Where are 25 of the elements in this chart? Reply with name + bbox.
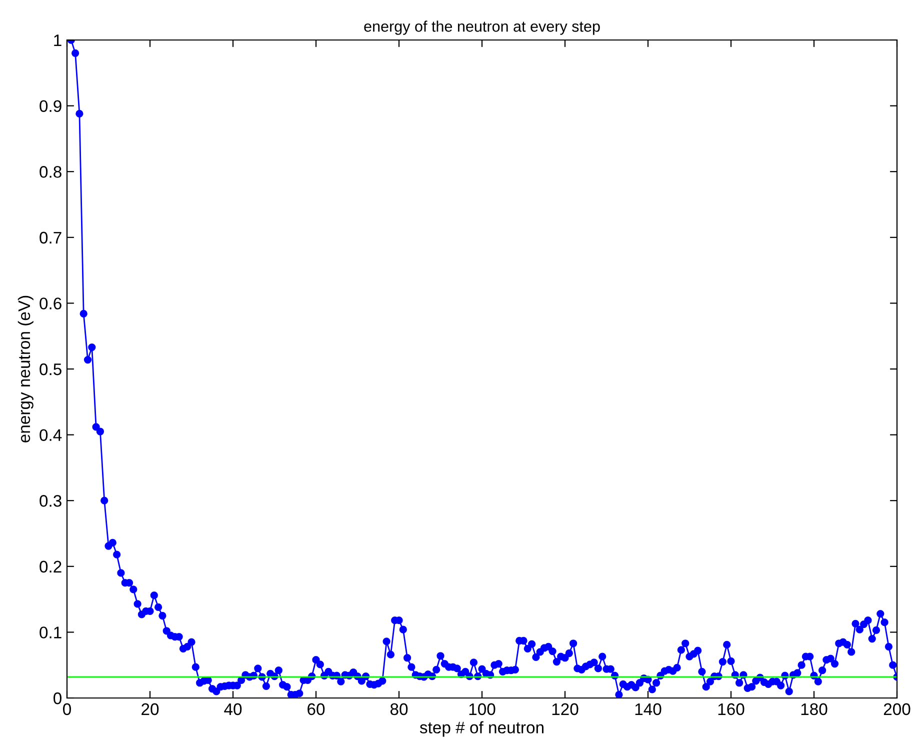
x-tick-label: 80: [390, 703, 408, 716]
x-axis-title: step # of neutron: [420, 721, 544, 737]
x-tick-label: 120: [552, 703, 578, 716]
y-tick-label: 0.6: [40, 298, 62, 310]
y-tick-label: 0.4: [40, 429, 62, 442]
x-tick-label: 100: [469, 703, 496, 716]
y-tick-label: 0.9: [40, 100, 62, 112]
y-tick-label: 0.8: [40, 166, 62, 178]
y-tick-label: 0: [54, 692, 62, 704]
y-tick-label: 0.7: [40, 232, 62, 244]
x-tick-label: 180: [801, 703, 828, 716]
y-tick-label: 0.5: [40, 363, 62, 376]
y-tick-label: 0.2: [40, 560, 62, 573]
x-tick-label: 60: [308, 703, 325, 716]
x-tick-label: 200: [884, 703, 910, 716]
x-tick-label: 160: [718, 703, 744, 716]
y-tick-label: 0.3: [40, 495, 62, 507]
x-tick-label: 40: [224, 703, 242, 716]
chart-title: energy of the neutron at every step: [364, 20, 600, 35]
x-tick-label: 20: [142, 703, 159, 716]
y-tick-label: 0.1: [40, 626, 62, 638]
x-tick-label: 0: [63, 703, 71, 716]
y-axis-title: energy neutron (eV): [18, 296, 34, 442]
x-tick-label: 140: [635, 703, 662, 716]
y-tick-label: 1: [54, 34, 62, 46]
